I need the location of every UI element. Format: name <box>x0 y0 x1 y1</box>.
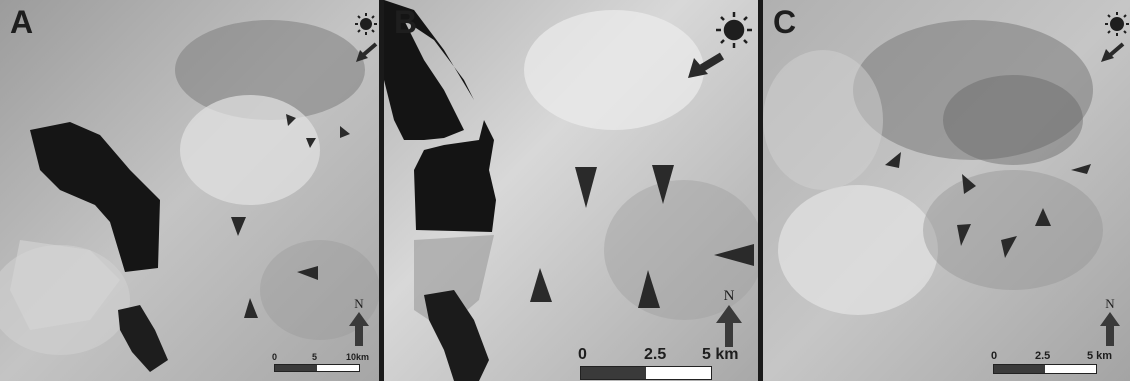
illumination-arrow-icon <box>1101 42 1125 62</box>
illumination-arrow-icon <box>688 52 725 78</box>
scale-bar-b: 0 2.5 5 km <box>578 346 740 380</box>
scale-tick: 10km <box>346 352 370 362</box>
feature-arrowhead-icon <box>231 217 246 236</box>
feature-arrowhead-icon <box>962 174 976 194</box>
feature-arrowhead-icon <box>1071 164 1091 174</box>
panel-label-b: B <box>394 4 418 40</box>
feature-arrowhead-icon <box>340 126 350 138</box>
north-label: N <box>354 296 364 311</box>
feature-arrowhead-icon <box>306 138 316 148</box>
north-arrow-icon <box>1100 312 1120 346</box>
panel-a: A N <box>0 0 379 381</box>
scale-tick: 0 <box>991 350 998 362</box>
north-label: N <box>1105 296 1115 311</box>
scale-bar-a: 0 5 10km <box>272 352 369 372</box>
feature-arrowheads-c <box>885 152 1091 258</box>
feature-arrowhead-icon <box>244 298 258 318</box>
scale-tick: 5 km <box>702 346 739 363</box>
terrain-image-c <box>763 0 1130 381</box>
feature-arrowhead-icon <box>286 114 296 126</box>
scale-tick: 2.5 <box>1035 350 1051 362</box>
feature-arrowhead-icon <box>297 266 318 280</box>
feature-arrowhead-icon <box>1035 208 1051 226</box>
feature-arrowheads-a <box>231 114 350 318</box>
north-label: N <box>723 288 735 304</box>
scale-tick: 5 <box>312 352 318 362</box>
scale-bar-c: 0 2.5 5 km <box>991 350 1121 374</box>
north-arrow: N <box>1099 296 1121 351</box>
panel-label-c: C <box>773 4 797 40</box>
scale-tick: 0 <box>578 346 587 363</box>
north-arrow-icon <box>349 312 369 346</box>
feature-arrowhead-icon <box>885 152 901 168</box>
scale-tick: 2.5 <box>644 346 667 363</box>
scale-tick: 5 km <box>1087 350 1113 362</box>
sun-icon <box>355 13 378 62</box>
feature-arrowhead-icon <box>1001 236 1017 258</box>
feature-arrowhead-icon <box>714 244 754 266</box>
feature-arrowhead-icon <box>957 224 971 246</box>
feature-arrowhead-icon <box>652 165 674 204</box>
north-arrow: N <box>348 296 370 351</box>
panel-label-a: A <box>10 4 34 40</box>
panel-b: B N <box>384 0 758 381</box>
north-arrow-icon <box>716 305 742 347</box>
feature-arrowhead-icon <box>575 167 597 208</box>
feature-arrowhead-icon <box>638 270 660 308</box>
sun-icon <box>1101 12 1129 62</box>
panel-c: C N <box>763 0 1130 381</box>
feature-arrowhead-icon <box>530 268 552 302</box>
terrain-image-a <box>0 0 379 381</box>
illumination-arrow-icon <box>356 42 378 62</box>
sun-icon <box>688 12 752 78</box>
scale-tick: 0 <box>272 352 278 362</box>
north-arrow: N <box>714 288 744 352</box>
feature-arrowheads-b <box>530 165 754 308</box>
